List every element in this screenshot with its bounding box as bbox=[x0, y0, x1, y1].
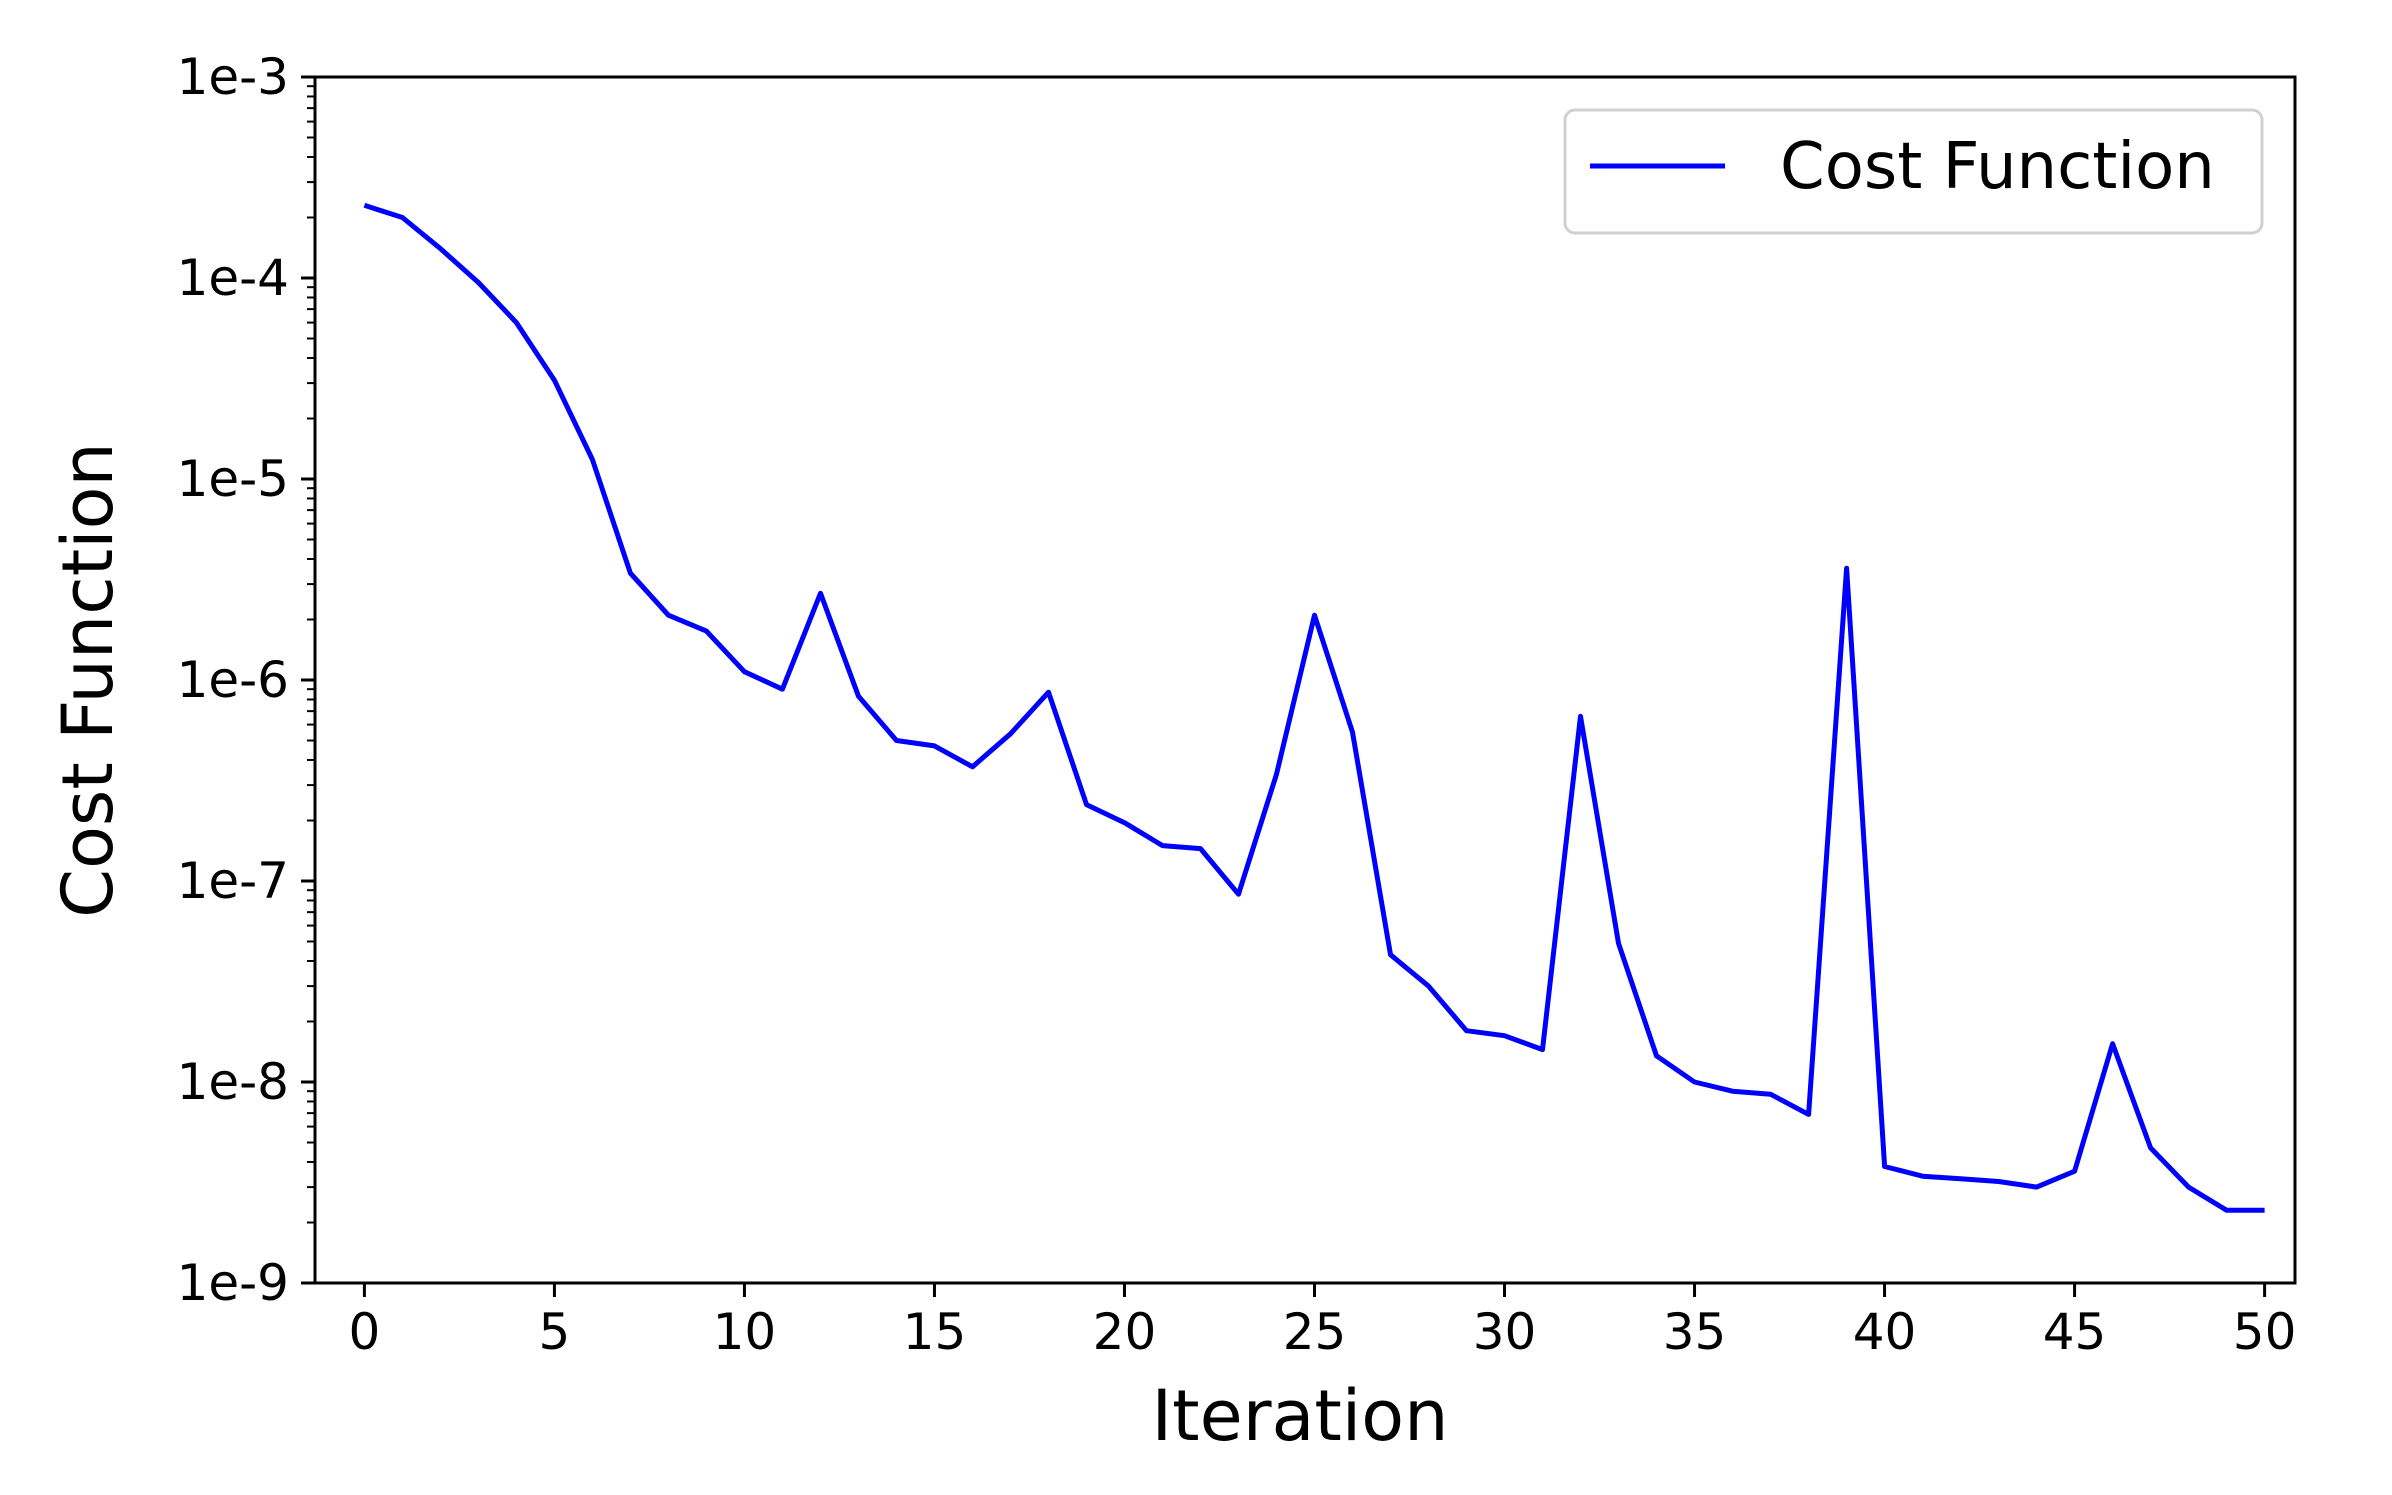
x-tick-label: 0 bbox=[348, 1303, 380, 1361]
y-tick-label: 1e-9 bbox=[177, 1254, 289, 1312]
y-tick-label: 1e-8 bbox=[177, 1053, 289, 1111]
legend-label-cost-function: Cost Function bbox=[1780, 130, 2215, 204]
series-line-cost-function bbox=[363, 202, 2265, 1213]
x-axis-title: Iteration bbox=[1152, 1375, 1449, 1457]
y-tick-label: 1e-3 bbox=[177, 48, 289, 106]
x-tick-label: 45 bbox=[2043, 1303, 2107, 1361]
x-tick-label: 20 bbox=[1093, 1303, 1157, 1361]
y-axis: 1e-3 1e-4 1e-5 1e-6 1e-7 1e-8 1e-9 bbox=[177, 48, 315, 1312]
y-tick-label: 1e-4 bbox=[177, 249, 289, 307]
x-tick-label: 15 bbox=[903, 1303, 967, 1361]
legend: Cost Function bbox=[1563, 108, 2264, 235]
x-tick-label: 35 bbox=[1663, 1303, 1727, 1361]
x-axis: 0 5 10 15 20 25 30 35 40 45 50 bbox=[348, 1283, 2296, 1361]
x-tick-label: 30 bbox=[1473, 1303, 1537, 1361]
x-tick-label: 25 bbox=[1283, 1303, 1347, 1361]
y-tick-label: 1e-7 bbox=[177, 852, 289, 910]
y-tick-label: 1e-5 bbox=[177, 450, 289, 508]
plot-area bbox=[313, 75, 2297, 1285]
y-tick-label: 1e-6 bbox=[177, 651, 289, 709]
x-tick-label: 10 bbox=[713, 1303, 777, 1361]
x-tick-label: 5 bbox=[539, 1303, 571, 1361]
x-tick-label: 50 bbox=[2233, 1303, 2297, 1361]
legend-box bbox=[1563, 108, 2264, 235]
x-tick-label: 40 bbox=[1853, 1303, 1917, 1361]
plot-frame bbox=[313, 75, 2297, 1285]
y-axis-title: Cost Function bbox=[47, 442, 129, 918]
